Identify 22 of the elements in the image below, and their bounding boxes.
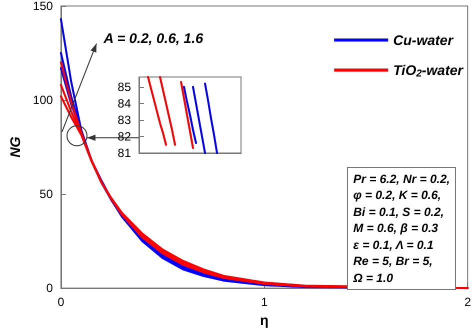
x-tick-label: 2 [464, 295, 472, 310]
y-tick-label: 81 [118, 146, 132, 160]
y-axis-title: NG [7, 136, 23, 158]
annotation: Re = 5, Br = 5, [353, 253, 434, 270]
annotation: A = 0.2, 0.6, 1.6 [104, 30, 204, 46]
annotation: Ω = 1.0 [353, 270, 394, 286]
x-tick-label: 1 [260, 295, 268, 310]
y-tick-label: 100 [32, 93, 54, 108]
y-tick-label: 84 [118, 96, 132, 110]
annotation: Bi = 0.1, S = 0.2, [353, 204, 445, 220]
annotation: ε = 0.1, Λ = 0.1 [353, 236, 435, 253]
annotation: Pr = 6.2, Nr = 0.2, [353, 170, 450, 187]
x-tick-label: 0 [58, 295, 65, 310]
y-tick-label: 50 [40, 187, 54, 202]
annotation: φ = 0.2, K = 0.6, [353, 187, 442, 204]
y-tick-label: 0 [46, 281, 54, 296]
x-axis-title: η [260, 312, 269, 328]
y-tick-label: 83 [118, 112, 132, 127]
y-tick-label: 85 [118, 80, 132, 94]
legend-label: Cu-water [393, 32, 455, 48]
annotation: M = 0.6, β = 0.3 [353, 220, 440, 236]
y-tick-label: 150 [32, 0, 54, 13]
